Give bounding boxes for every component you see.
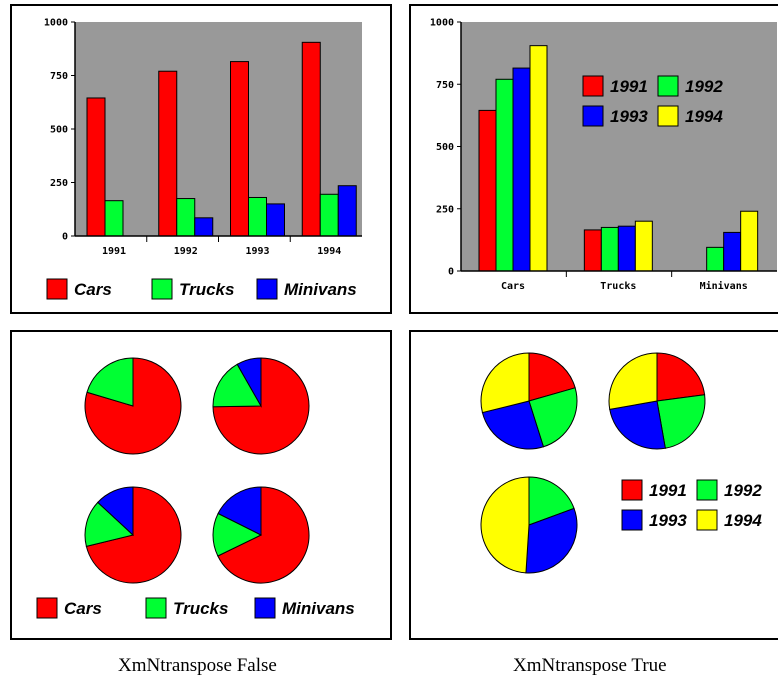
x-tick-label-cars: Cars <box>501 281 525 292</box>
pie-slice-1994-minivans <box>217 486 262 536</box>
legend-label-1991: 1991 <box>610 77 648 96</box>
legend-swatch-cars <box>46 278 68 300</box>
bar-chart-by-vehicle-panel: 0 250 500 750 1000 Cars Trucks Minivans 1991 1992… <box>409 4 778 314</box>
bar-1992-cars <box>495 78 514 272</box>
bar-trucks-1991 <box>104 200 124 237</box>
legend-swatch-minivans <box>254 597 276 619</box>
legend-label-cars: Cars <box>74 280 112 299</box>
legend-label-1993: 1993 <box>610 107 648 126</box>
pie-slice-cars-1991 <box>528 352 576 402</box>
legend-swatch-1994 <box>696 509 718 531</box>
bar-cars-1991 <box>86 97 106 237</box>
legend-swatch-minivans <box>256 278 278 300</box>
bar-trucks-1993 <box>248 196 267 237</box>
pie-slice-1993-minivans <box>97 486 134 537</box>
bar-chart-by-year: 0 250 500 750 1000 1991 1992 1993 1994 Cars Trucks… <box>44 18 362 300</box>
bar-minivans-1992 <box>194 217 214 237</box>
pie-charts-by-vehicle-panel: 1991 1992 1993 1994 <box>409 330 778 640</box>
bar-chart-by-year-panel: 0 250 500 750 1000 1991 1992 1993 1994 Cars Trucks… <box>10 4 392 314</box>
legend-swatch-cars <box>36 597 58 619</box>
bar-minivans-1994 <box>337 185 357 237</box>
y-tick-label: 250 <box>50 178 68 189</box>
pie-slice-1991-trucks <box>86 357 134 407</box>
x-tick-label-1993: 1993 <box>245 246 269 257</box>
pie-slice-trucks-1994 <box>608 352 658 410</box>
x-tick-label-1994: 1994 <box>317 246 341 257</box>
legend-swatch-1991 <box>621 479 643 501</box>
pie-slice-trucks-1993 <box>609 400 666 450</box>
legend-label-cars: Cars <box>64 599 102 618</box>
legend-swatch-1991 <box>582 75 604 97</box>
legend-swatch-1992 <box>657 75 679 97</box>
bar-1993-cars <box>512 67 531 272</box>
legend-label-1992: 1992 <box>724 481 762 500</box>
bar-1992-trucks <box>600 226 619 272</box>
bar-trucks-1994 <box>319 193 339 237</box>
y-tick-label: 250 <box>436 204 454 215</box>
bar-1991-cars <box>478 109 497 272</box>
y-tick-label: 0 <box>448 267 454 278</box>
caption-transpose-true: XmNtranspose True <box>513 655 667 676</box>
pie-charts-by-year-panel: Cars Trucks Minivans <box>10 330 392 640</box>
x-tick-label-trucks: Trucks <box>600 281 636 292</box>
x-tick-label-1992: 1992 <box>174 246 198 257</box>
bar-1993-trucks <box>617 225 636 272</box>
bar-1993-minivans <box>723 231 742 272</box>
pie-charts-by-vehicle: 1991 1992 1993 1994 <box>480 352 762 574</box>
y-tick-label: 1000 <box>44 18 68 29</box>
bar-1994-minivans <box>740 210 759 272</box>
legend-label-1993: 1993 <box>649 511 687 530</box>
legend-label-1991: 1991 <box>649 481 687 500</box>
legend-swatch-1993 <box>621 509 643 531</box>
legend-label-1994: 1994 <box>685 107 723 126</box>
legend-label-1994: 1994 <box>724 511 762 530</box>
bar-minivans-1993 <box>266 203 285 237</box>
bar-cars-1993 <box>230 61 249 237</box>
y-tick-label: 750 <box>436 80 454 91</box>
pie-slice-minivans-1994 <box>480 476 530 574</box>
legend-label-trucks: Trucks <box>179 280 234 299</box>
legend-label-1992: 1992 <box>685 77 723 96</box>
pie-slice-1993-trucks <box>84 501 135 548</box>
legend-swatch-trucks <box>151 278 173 300</box>
legend-label-minivans: Minivans <box>284 280 357 299</box>
pie-slice-cars-1992 <box>528 387 578 448</box>
bar-1994-trucks <box>634 220 653 272</box>
y-tick-label: 750 <box>50 71 68 82</box>
bar-trucks-1992 <box>176 198 196 237</box>
pie-slice-1992-cars <box>212 357 310 455</box>
caption-transpose-false: XmNtranspose False <box>118 655 277 676</box>
y-tick-label: 500 <box>436 142 454 153</box>
bar-cars-1992 <box>158 70 178 237</box>
pie-slice-1992-minivans <box>236 357 262 408</box>
bar-1994-cars <box>529 45 548 272</box>
pie-charts-by-year: Cars Trucks Minivans <box>36 357 355 619</box>
legend-label-minivans: Minivans <box>282 599 355 618</box>
pie-slice-trucks-1991 <box>656 352 706 402</box>
y-tick-label: 0 <box>62 232 68 243</box>
legend-swatch-1994 <box>657 105 679 127</box>
bar-chart-by-vehicle: 0 250 500 750 1000 Cars Trucks Minivans 1991 1992… <box>430 18 777 292</box>
legend-swatch-1993 <box>582 105 604 127</box>
y-tick-label: 1000 <box>430 18 454 29</box>
pie-slice-1994-cars <box>217 486 310 584</box>
x-tick-label-1991: 1991 <box>102 246 126 257</box>
bar-1992-minivans <box>706 246 725 272</box>
pie-slice-minivans-1992 <box>528 476 575 526</box>
pie-slice-minivans-1993 <box>525 507 578 574</box>
legend-label-trucks: Trucks <box>173 599 228 618</box>
pie-slice-cars-1994 <box>480 352 530 414</box>
bar-cars-1994 <box>301 41 321 237</box>
pie-slice-cars-1993 <box>481 400 545 450</box>
legend-swatch-1992 <box>696 479 718 501</box>
x-tick-label-minivans: Minivans <box>700 280 748 292</box>
pie-slice-1992-trucks <box>212 363 262 408</box>
pie-slice-trucks-1992 <box>656 394 706 449</box>
bar-1991-trucks <box>583 229 602 272</box>
legend-swatch-trucks <box>145 597 167 619</box>
y-tick-label: 500 <box>50 125 68 136</box>
